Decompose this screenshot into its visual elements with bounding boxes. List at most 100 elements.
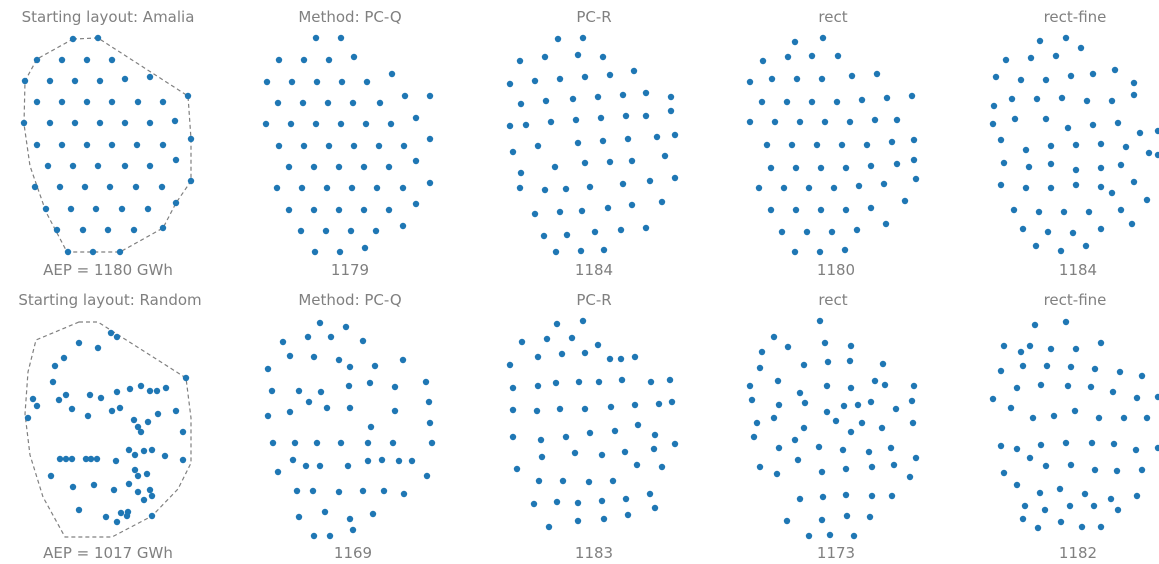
turbine-point	[1042, 76, 1050, 84]
turbine-point	[562, 433, 570, 441]
turbine-point	[172, 156, 180, 164]
turbine-point	[1138, 372, 1146, 380]
turbine-point	[604, 204, 612, 212]
turbine-point	[572, 116, 580, 124]
turbine-point	[606, 355, 614, 363]
turbine-point	[422, 378, 430, 386]
turbine-point	[159, 141, 167, 149]
turbine-point	[1036, 37, 1044, 45]
turbine-point	[793, 75, 801, 83]
turbine-point	[768, 75, 776, 83]
turbine-point	[796, 118, 804, 126]
turbine-point	[1042, 462, 1050, 470]
turbine-point	[335, 206, 343, 214]
turbine-point	[758, 98, 766, 106]
panel-points	[989, 318, 1159, 532]
turbine-point	[71, 119, 79, 127]
turbine-point	[847, 342, 855, 350]
turbine-point	[661, 152, 669, 160]
turbine-point	[805, 532, 813, 540]
turbine-point	[268, 387, 276, 395]
turbine-point	[855, 182, 863, 190]
turbine-point	[317, 388, 325, 396]
turbine-point	[513, 465, 521, 473]
turbine-point	[556, 405, 564, 413]
turbine-point	[865, 448, 873, 456]
turbine-point	[658, 463, 666, 471]
turbine-point	[134, 98, 142, 106]
turbine-point	[750, 433, 758, 441]
turbine-point	[791, 248, 799, 256]
turbine-point	[1136, 129, 1144, 137]
turbine-point	[133, 141, 141, 149]
turbine-point	[1017, 348, 1025, 356]
turbine-point	[69, 483, 77, 491]
turbine-point	[113, 333, 121, 341]
turbine-point	[1019, 515, 1027, 523]
turbine-point	[1072, 166, 1080, 174]
turbine-point	[646, 490, 654, 498]
turbine-point	[171, 117, 179, 125]
turbine-point	[107, 329, 115, 337]
turbine-point	[509, 406, 517, 414]
turbine-point	[87, 455, 95, 463]
turbine-point	[1022, 184, 1030, 192]
turbine-point	[336, 248, 344, 256]
turbine-point	[1021, 502, 1029, 510]
turbine-point	[647, 378, 655, 386]
turbine-point	[327, 333, 335, 341]
turbine-point	[871, 377, 879, 385]
turbine-point	[131, 451, 139, 459]
turbine-point	[1042, 115, 1050, 123]
turbine-point	[748, 396, 756, 404]
turbine-point	[989, 120, 997, 128]
turbine-point	[1031, 321, 1039, 329]
turbine-point	[558, 350, 566, 358]
turbine-point	[187, 135, 195, 143]
turbine-point	[1008, 95, 1016, 103]
turbine-point	[335, 356, 343, 364]
turbine-point	[1026, 342, 1034, 350]
turbine-point	[535, 477, 543, 485]
turbine-point	[606, 158, 614, 166]
turbine-point	[21, 77, 29, 85]
turbine-point	[55, 396, 63, 404]
turbine-point	[575, 378, 583, 386]
turbine-point	[146, 387, 154, 395]
turbine-point	[1069, 229, 1077, 237]
turbine-point	[997, 181, 1005, 189]
turbine-point	[187, 177, 195, 185]
turbine-point	[581, 73, 589, 81]
turbine-point	[552, 379, 560, 387]
turbine-point	[1034, 524, 1042, 532]
turbine-point	[1143, 414, 1151, 422]
turbine-point	[412, 157, 420, 165]
turbine-point	[579, 34, 587, 42]
turbine-point	[842, 491, 850, 499]
turbine-point	[349, 526, 357, 534]
turbine-point	[144, 205, 152, 213]
turbine-point	[533, 407, 541, 415]
turbine-point	[628, 201, 636, 209]
turbine-point	[62, 455, 70, 463]
turbine-point	[371, 362, 379, 370]
turbine-point	[890, 461, 898, 469]
turbine-point	[325, 142, 333, 150]
turbine-point	[83, 141, 91, 149]
turbine-point	[819, 493, 827, 501]
turbine-point	[275, 142, 283, 150]
turbine-point	[33, 56, 41, 64]
turbine-point	[335, 163, 343, 171]
turbine-point	[342, 323, 350, 331]
turbine-point	[1071, 407, 1079, 415]
turbine-point	[522, 121, 530, 129]
turbine-point	[574, 51, 582, 59]
turbine-point	[569, 95, 577, 103]
turbine-point	[264, 365, 272, 373]
turbine-point	[286, 352, 294, 360]
turbine-point	[581, 159, 589, 167]
turbine-point	[542, 97, 550, 105]
turbine-point	[770, 333, 778, 341]
turbine-point	[1041, 506, 1049, 514]
turbine-point	[395, 457, 403, 465]
